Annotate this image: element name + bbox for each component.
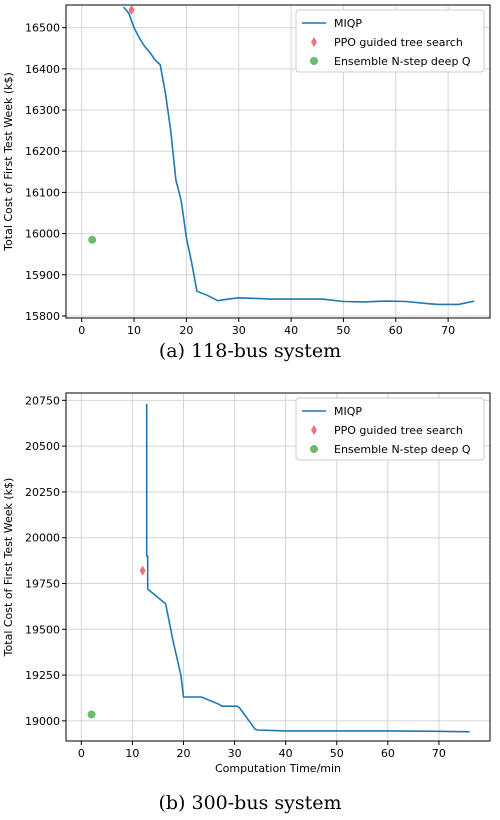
legend: MIQP PPO guided tree search Ensemble N-ste…	[295, 397, 485, 461]
x-tick-label: 10	[125, 747, 139, 760]
y-tick-label: 16100	[25, 186, 60, 199]
legend-box	[295, 397, 485, 461]
x-axis-label: Computation Time/min	[215, 762, 341, 775]
x-tick-label: 70	[441, 324, 455, 337]
y-tick-label: 19750	[25, 577, 60, 590]
x-tick-label: 10	[127, 324, 141, 337]
y-tick-label: 15900	[25, 269, 60, 282]
legend-box	[295, 9, 485, 73]
chart-panel-118-bus: 0 10 20 30 40 50 60 70 15800 15900 16000 16100 16200…	[0, 0, 500, 368]
data-point-ensemble-dqn	[87, 710, 96, 719]
y-tick-label: 20750	[25, 394, 60, 407]
legend-diamond-swatch	[311, 425, 317, 435]
x-tick-label: 40	[279, 747, 293, 760]
caption-118-bus: (a) 118-bus system	[158, 340, 342, 362]
series-line-miqp	[122, 6, 475, 306]
x-tick-label: 70	[432, 747, 446, 760]
y-tick-label: 16300	[25, 104, 60, 117]
caption-300-bus: (b) 300-bus system	[158, 792, 342, 814]
y-tick-label: 19000	[25, 715, 60, 728]
x-tick-label: 50	[330, 747, 344, 760]
x-tick-label: 60	[381, 747, 395, 760]
y-axis-label: Total Cost of First Test Week (k$)	[2, 72, 15, 252]
chart-panel-300-bus: 0 10 20 30 40 50 60 70 19000 19250 19500 19750 20000…	[0, 390, 500, 820]
x-tick-label: 60	[389, 324, 403, 337]
chart-118-bus: 0 10 20 30 40 50 60 70 15800 15900 16000 16100 16200…	[2, 4, 491, 340]
x-tick-label: 40	[284, 324, 298, 337]
y-tick-label: 16500	[25, 22, 60, 35]
legend: MIQP PPO guided tree search Ensemble N-ste…	[295, 9, 485, 73]
legend-circle-swatch	[310, 445, 318, 453]
legend-label: Ensemble N-step deep Q	[334, 55, 471, 68]
y-tick-label: 15800	[25, 310, 60, 323]
legend-label: MIQP	[334, 405, 362, 418]
y-tick-label: 20250	[25, 486, 60, 499]
y-tick-label: 19250	[25, 669, 60, 682]
legend-label: Ensemble N-step deep Q	[334, 443, 471, 456]
series-line-miqp	[145, 404, 470, 733]
x-tick-label: 30	[228, 747, 242, 760]
y-tick-label: 19500	[25, 623, 60, 636]
x-tick-label: 0	[78, 747, 85, 760]
chart-300-bus: 0 10 20 30 40 50 60 70 19000 19250 19500 19750 20000…	[2, 392, 491, 775]
y-axis-label: Total Cost of First Test Week (k$)	[2, 478, 15, 658]
x-tick-label: 30	[232, 324, 246, 337]
y-tick-label: 20000	[25, 532, 60, 545]
legend-label: MIQP	[334, 17, 362, 30]
legend-circle-swatch	[310, 57, 318, 65]
x-tick-label: 20	[176, 747, 190, 760]
y-tick-label: 16000	[25, 228, 60, 241]
axes-frame	[65, 4, 491, 319]
y-tick-label: 16400	[25, 63, 60, 76]
x-tick-label: 0	[78, 324, 85, 337]
legend-diamond-swatch	[311, 37, 317, 47]
data-point-ppo	[128, 4, 135, 15]
legend-label: PPO guided tree search	[334, 36, 463, 49]
legend-label: PPO guided tree search	[334, 424, 463, 437]
data-point-ensemble-dqn	[88, 235, 97, 244]
gridlines	[66, 393, 490, 741]
y-tick-label: 20500	[25, 440, 60, 453]
x-axis-label: Computation Time/min	[215, 339, 341, 340]
axes-frame	[65, 392, 491, 742]
y-tick-label: 16200	[25, 145, 60, 158]
data-point-ppo	[139, 565, 146, 576]
x-tick-label: 50	[336, 324, 350, 337]
x-tick-label: 20	[179, 324, 193, 337]
